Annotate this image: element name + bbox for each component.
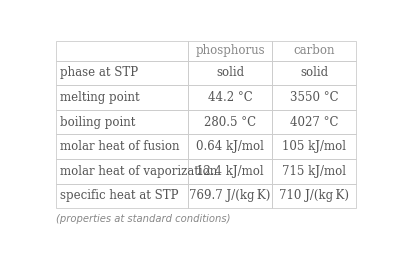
Bar [272,183,356,208]
Bar [56,61,188,85]
Text: boiling point: boiling point [60,116,135,129]
Bar [56,85,188,110]
Text: specific heat at STP: specific heat at STP [60,189,179,202]
Bar [56,41,188,61]
Bar [272,134,356,159]
Text: 280.5 °C: 280.5 °C [204,116,256,129]
Bar [272,110,356,134]
Bar [188,61,272,85]
Text: carbon: carbon [293,44,335,57]
Text: solid: solid [216,66,244,79]
Text: melting point: melting point [60,91,140,104]
Text: 44.2 °C: 44.2 °C [207,91,253,104]
Text: phase at STP: phase at STP [60,66,138,79]
Bar [56,134,188,159]
Text: 3550 °C: 3550 °C [290,91,338,104]
Text: 105 kJ/mol: 105 kJ/mol [282,140,346,153]
Text: (properties at standard conditions): (properties at standard conditions) [56,214,231,224]
Bar [188,110,272,134]
Text: molar heat of vaporization: molar heat of vaporization [60,165,217,178]
Text: molar heat of fusion: molar heat of fusion [60,140,180,153]
Text: 4027 °C: 4027 °C [290,116,338,129]
Bar [56,110,188,134]
Text: solid: solid [300,66,328,79]
Text: 12.4 kJ/mol: 12.4 kJ/mol [196,165,264,178]
Bar [272,159,356,183]
Bar [188,85,272,110]
Text: 710 J/(kg K): 710 J/(kg K) [279,189,349,202]
Bar [188,134,272,159]
Bar [272,41,356,61]
Bar [272,85,356,110]
Bar [188,159,272,183]
Bar [188,41,272,61]
Text: 0.64 kJ/mol: 0.64 kJ/mol [196,140,264,153]
Bar [56,183,188,208]
Text: phosphorus: phosphorus [195,44,265,57]
Text: 715 kJ/mol: 715 kJ/mol [282,165,346,178]
Bar [272,61,356,85]
Bar [56,159,188,183]
Text: 769.7 J/(kg K): 769.7 J/(kg K) [190,189,271,202]
Bar [188,183,272,208]
